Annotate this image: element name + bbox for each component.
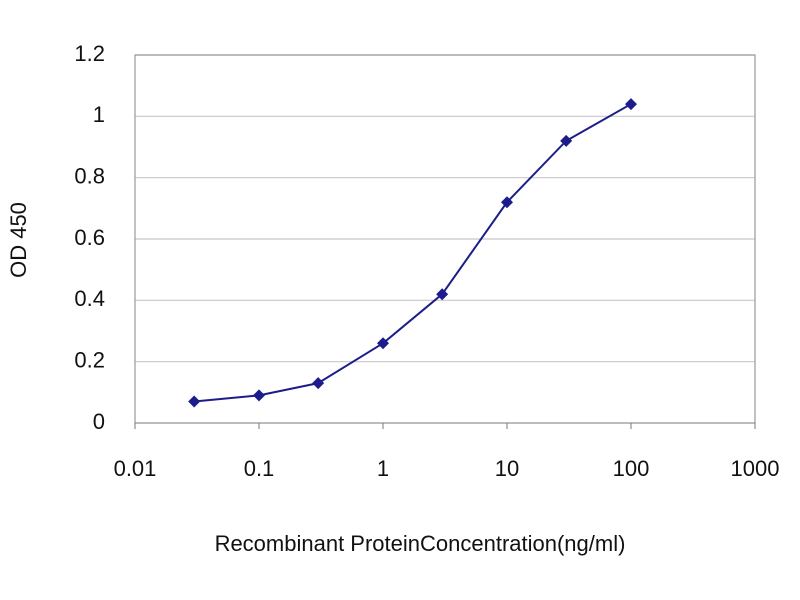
data-point (436, 288, 449, 301)
y-tick-label: 0 (93, 409, 105, 434)
x-tick-label: 0.1 (244, 456, 275, 481)
data-point (625, 98, 637, 111)
plot-border (134, 54, 756, 424)
y-tick-label: 0.6 (74, 225, 105, 250)
y-tick-label: 0.8 (74, 163, 105, 188)
data-point (377, 337, 389, 350)
y-tick-label: 1 (93, 102, 105, 127)
y-tick-label: 0.2 (74, 347, 105, 372)
y-tick-label: 0.4 (74, 286, 105, 311)
data-point (501, 196, 513, 209)
x-tick-label: 1 (377, 456, 389, 481)
data-point (253, 389, 265, 402)
data-line (194, 103, 632, 403)
data-point (312, 377, 325, 390)
x-tick-label: 10 (495, 456, 519, 481)
data-point (560, 134, 573, 147)
x-axis-label: Recombinant ProteinConcentration(ng/ml) (215, 531, 626, 556)
y-tick-label: 1.2 (74, 41, 105, 66)
x-tick-label: 1000 (731, 456, 780, 481)
data-point (188, 395, 201, 408)
x-tick-label: 0.01 (114, 456, 157, 481)
y-axis-label: OD 450 (6, 202, 31, 278)
x-tick-label: 100 (613, 456, 650, 481)
